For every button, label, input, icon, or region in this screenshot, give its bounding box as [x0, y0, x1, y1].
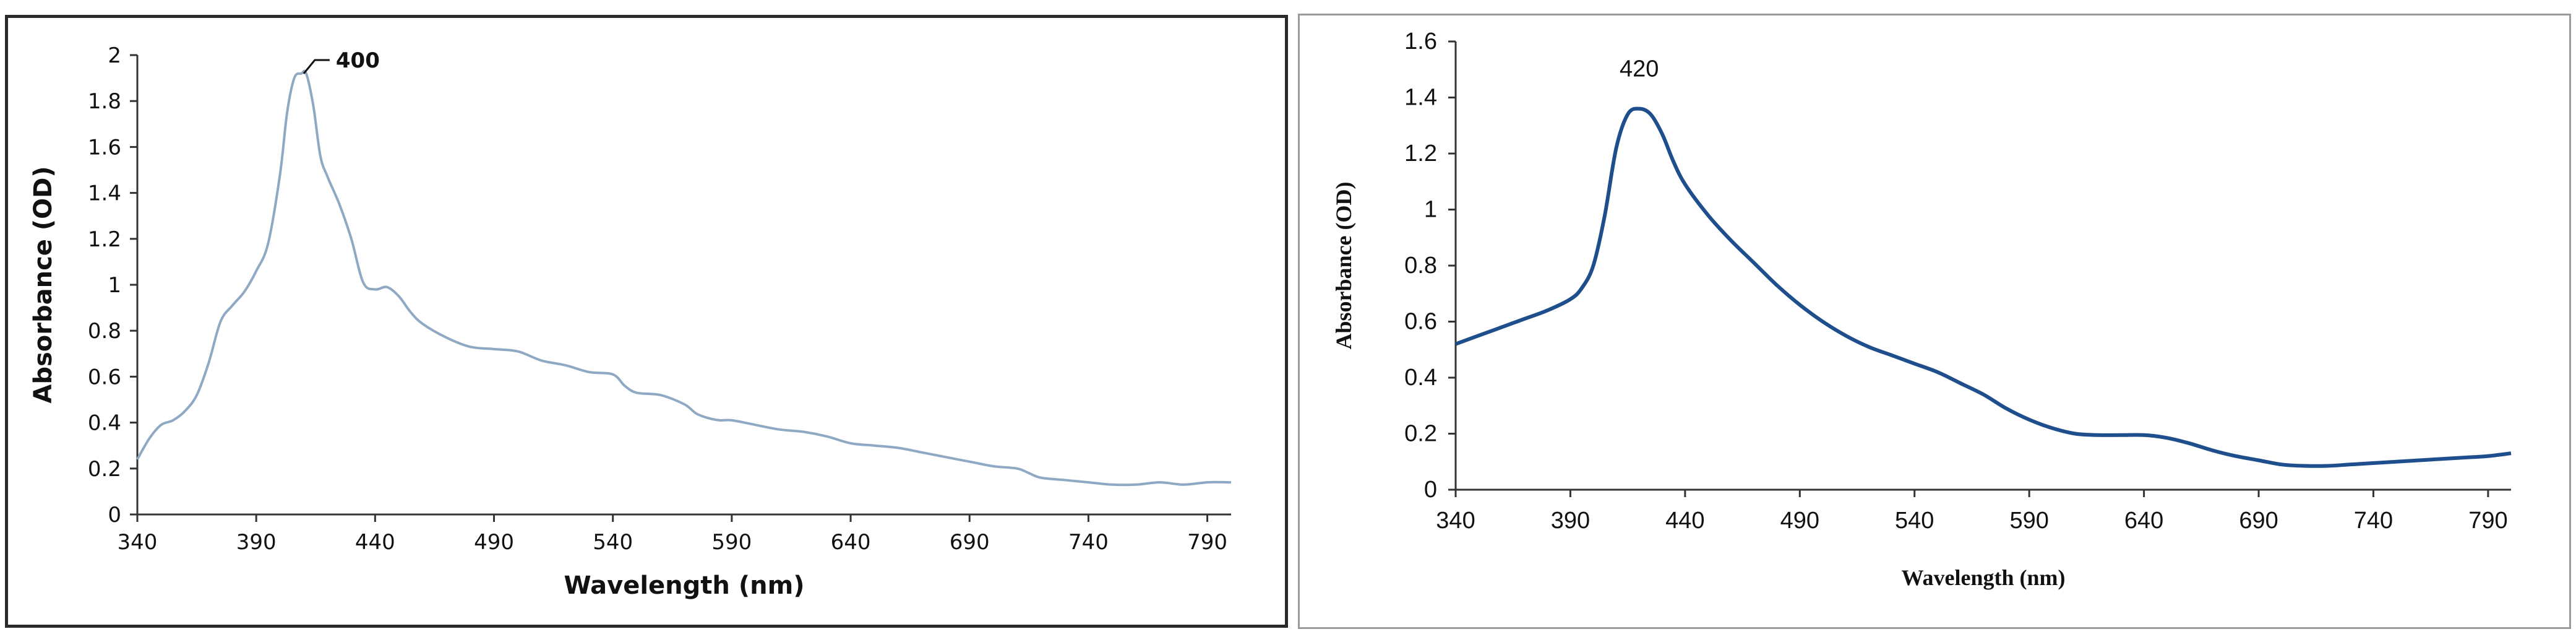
- x-tick-label: 490: [1780, 508, 1819, 534]
- y-axis-title-left: Absorbance (OD): [29, 166, 58, 403]
- x-tick-label: 740: [1068, 530, 1109, 555]
- series-line-left: [136, 69, 1232, 487]
- x-tick-label: 790: [1187, 530, 1227, 555]
- y-tick-label: 1.4: [88, 181, 121, 206]
- y-tick-label: 1: [1424, 197, 1437, 223]
- axes-left: 340 390 440 490 540 590 640 690 740 790 0 0.2 0.4 0.6…: [88, 43, 1231, 555]
- y-tick-label: 0.2: [1404, 421, 1437, 447]
- y-tick-label: 1.2: [88, 227, 121, 252]
- y-tick-label: 1.6: [88, 135, 121, 160]
- chart-right: 340 390 440 490 540 590 640 690 740 790 0 0.2 0.4 0.6…: [1331, 28, 2512, 590]
- y-tick-label: 2: [108, 43, 121, 68]
- x-tick-label: 390: [1551, 508, 1590, 534]
- y-tick-label: 0.4: [88, 411, 121, 436]
- x-tick-label: 590: [711, 530, 752, 555]
- peak-label-left: 400: [336, 48, 380, 73]
- x-axis-title-left: Wavelength (nm): [564, 571, 804, 600]
- y-tick-label: 0.4: [1404, 365, 1437, 391]
- x-tick-label: 540: [593, 530, 633, 555]
- series-line-right: [1454, 106, 2512, 468]
- y-tick-label: 0: [1424, 477, 1437, 503]
- y-tick-label: 0.8: [88, 319, 121, 344]
- chart-panel-left: 340 390 440 490 540 590 640 690 740 790 0 0.2 0.4 0.6…: [5, 15, 1288, 628]
- x-tick-label: 440: [355, 530, 395, 555]
- y-tick-label: 1.4: [1404, 85, 1437, 111]
- axes-right: 340 390 440 490 540 590 640 690 740 790 0 0.2 0.4 0.6…: [1404, 28, 2511, 534]
- y-tick-label: 1.6: [1404, 28, 1437, 54]
- x-tick-label: 390: [236, 530, 277, 555]
- x-axis-title-right: Wavelength (nm): [1902, 565, 2066, 590]
- peak-leader-line-left: [303, 59, 330, 74]
- x-tick-label: 540: [1895, 508, 1934, 534]
- y-tick-label: 0.6: [1404, 309, 1437, 335]
- y-tick-label: 0: [108, 503, 121, 527]
- chart-left: 340 390 440 490 540 590 640 690 740 790 0 0.2 0.4 0.6…: [29, 43, 1232, 600]
- y-tick-label: 1.2: [1404, 141, 1437, 167]
- y-tick-label: 0.8: [1404, 253, 1437, 279]
- x-tick-label: 340: [1436, 508, 1475, 534]
- x-tick-label: 740: [2354, 508, 2393, 534]
- y-tick-label: 1.8: [88, 89, 121, 114]
- y-tick-label: 0.6: [88, 365, 121, 389]
- y-tick-label: 1: [108, 273, 121, 298]
- y-axis-title-right: Absorbance (OD): [1331, 182, 1356, 350]
- y-tick-label: 0.2: [88, 457, 121, 482]
- x-tick-label: 440: [1665, 508, 1704, 534]
- x-tick-label: 690: [950, 530, 990, 555]
- x-tick-label: 590: [2009, 508, 2048, 534]
- x-tick-label: 690: [2239, 508, 2278, 534]
- x-tick-label: 490: [474, 530, 514, 555]
- chart-panel-right: 340 390 440 490 540 590 640 690 740 790 0 0.2 0.4 0.6…: [1298, 14, 2571, 629]
- peak-label-right: 420: [1620, 56, 1659, 82]
- x-tick-label: 640: [831, 530, 871, 555]
- x-tick-label: 640: [2124, 508, 2163, 534]
- x-tick-label: 790: [2468, 508, 2507, 534]
- x-tick-label: 340: [118, 530, 158, 555]
